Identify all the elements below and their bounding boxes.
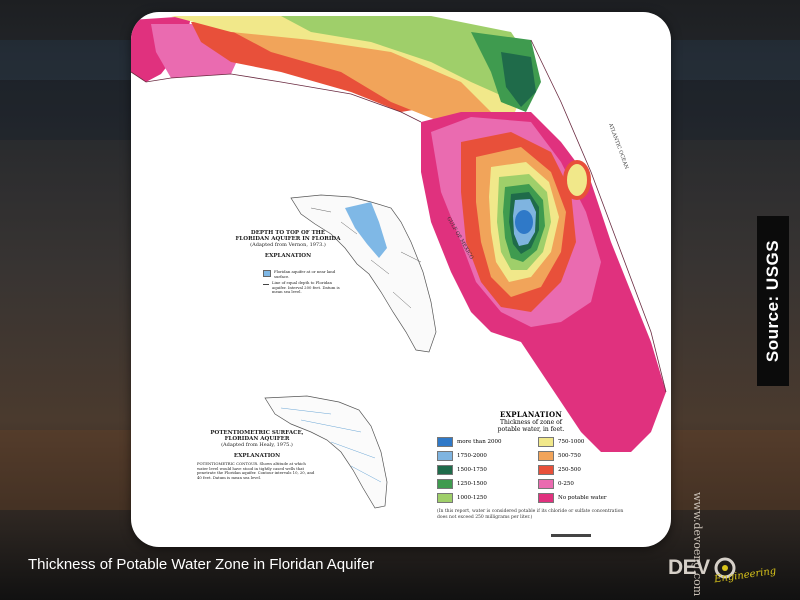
- inset-depth-map: [290, 194, 437, 353]
- inset-depth-title-3: (Adapted from Vernon, 1973.): [250, 242, 326, 248]
- legend-item: 250-500: [538, 465, 631, 475]
- ocean-label: ATLANTIC OCEAN: [607, 122, 630, 171]
- legend-item-label: 1250-1500: [457, 481, 487, 487]
- inset-depth-explanation: EXPLANATION: [264, 253, 312, 259]
- slide-caption: Thickness of Potable Water Zone in Flori…: [28, 556, 375, 573]
- legend-item: 0-250: [538, 479, 631, 489]
- legend-item: 1500-1750: [437, 465, 530, 475]
- legend-subtitle-1: Thickness of zone of: [500, 419, 562, 426]
- coastline: [530, 39, 667, 393]
- legend-subtitle-2: potable water, in feet.: [497, 426, 565, 433]
- legend-item-label: 750-1000: [558, 439, 585, 445]
- map-zone-500-750: [211, 20, 511, 162]
- map-zone-east-ring: [563, 160, 591, 200]
- legend-item: more than 2000: [437, 437, 530, 447]
- inset-depth-title: DEPTH TO TOP OF THE FLORIDAN AQUIFER IN …: [228, 230, 348, 259]
- legend-item: 1750-2000: [437, 451, 530, 461]
- map-zone-1500-1750: [501, 52, 536, 107]
- legend-item-label: more than 2000: [457, 439, 502, 445]
- inset-pot-title-3: (Adapted from Healy, 1975.): [221, 442, 293, 448]
- legend-swatch: [437, 465, 453, 475]
- legend-item: 1250-1500: [437, 479, 530, 489]
- inset-depth-item-1: Floridan aquifer at or near land surface…: [274, 269, 336, 279]
- devo-logo: DEV Engineering: [668, 556, 780, 586]
- scale-bar: [551, 534, 591, 537]
- logo-word: DEV: [668, 556, 710, 579]
- legend-swatch: [437, 479, 453, 489]
- inset-pot-title-1: POTENTIOMETRIC SURFACE,: [210, 430, 304, 436]
- legend-item-label: 250-500: [558, 467, 581, 473]
- source-text: Source: USGS: [763, 239, 783, 363]
- legend-item-label: 1750-2000: [457, 453, 487, 459]
- legend-swatch: [437, 437, 453, 447]
- legend-swatch: [437, 493, 453, 503]
- legend-swatch: [538, 451, 554, 461]
- map-zone-more-than-2000: [515, 210, 533, 234]
- legend-item: 1000-1250: [437, 493, 530, 503]
- legend-swatch: [538, 437, 554, 447]
- legend-note: (In this report, water is considered pot…: [437, 509, 624, 520]
- legend-swatch: [538, 479, 554, 489]
- legend-item-label: 500-750: [558, 453, 581, 459]
- legend-item-label: No potable water: [558, 495, 607, 501]
- source-banner: Source: USGS: [757, 216, 789, 386]
- inset-pot-item-1: POTENTIOMETRIC CONTOUR. Shows altitude a…: [197, 461, 315, 480]
- florida-thickness-map: GULF OF MEXICO ATLANTIC OCEAN: [131, 16, 667, 537]
- inset-depth-legend: Floridan aquifer at or near land surface…: [263, 269, 343, 295]
- map-card: GULF OF MEXICO ATLANTIC OCEAN DEPTH TO T…: [131, 12, 671, 547]
- inset-pot-explanation: EXPLANATION: [233, 453, 281, 459]
- legend-item: 750-1000: [538, 437, 631, 447]
- inset-potentiometric-map: [264, 395, 388, 509]
- legend-swatch: [437, 451, 453, 461]
- legend-grid: more than 2000 750-1000 1750-2000 500-75…: [431, 437, 631, 503]
- legend-title: EXPLANATION: [499, 410, 563, 419]
- legend-item-label: 1000-1250: [457, 495, 487, 501]
- inset-potentiometric-title: POTENTIOMETRIC SURFACE, FLORIDAN AQUIFER…: [197, 430, 317, 480]
- inset-pot-title-2: FLORIDAN AQUIFER: [224, 436, 290, 442]
- legend-item-label: 1500-1750: [457, 467, 487, 473]
- inset-depth-item-2: Line of equal depth to Floridan aquifer.…: [272, 280, 340, 294]
- equal-depth-line-icon: [263, 281, 269, 285]
- inset-depth-title-1: DEPTH TO TOP OF THE: [250, 230, 326, 236]
- legend-swatch: [538, 493, 554, 503]
- coastline: [131, 71, 422, 123]
- legend-item: No potable water: [538, 493, 631, 503]
- legend-item: 500-750: [538, 451, 631, 461]
- inset-depth-title-2: FLORIDAN AQUIFER IN FLORIDA: [235, 236, 341, 242]
- thickness-legend: EXPLANATION Thickness of zone of potable…: [431, 410, 631, 520]
- aquifer-surface-swatch: [263, 270, 271, 277]
- legend-swatch: [538, 465, 554, 475]
- logo-target-icon: [714, 557, 736, 579]
- legend-item-label: 0-250: [558, 481, 574, 487]
- map-zone-1000-1250: [281, 16, 531, 102]
